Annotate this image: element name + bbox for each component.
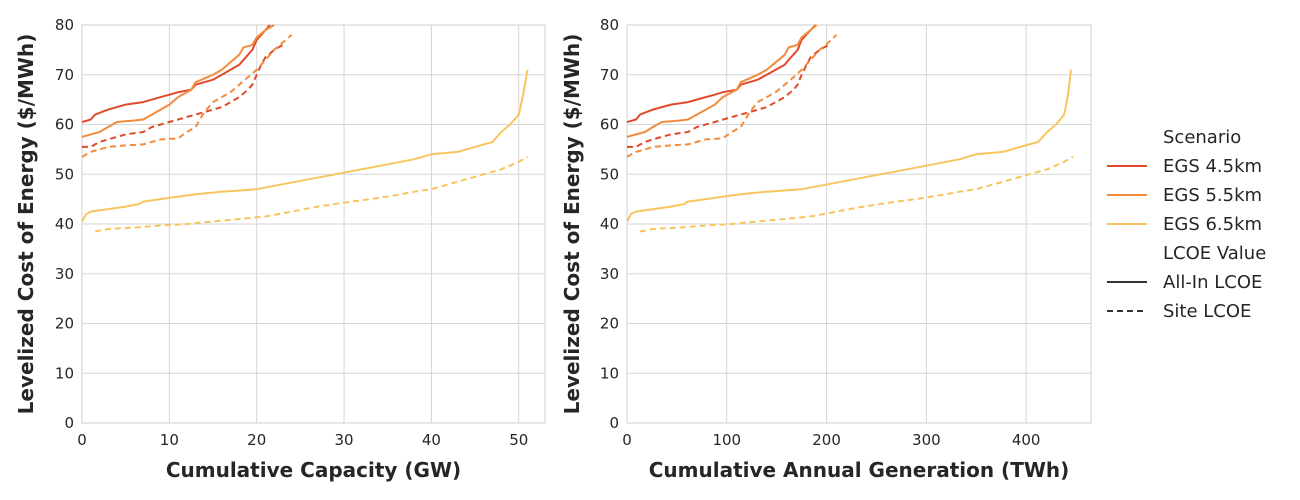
y-tick-label: 20 (55, 315, 74, 333)
x-tick-label: 0 (77, 431, 87, 449)
chart-panel-1: 0 10 20 30 40 50 60 70 80 0 10 20 30 40 50 Cumulative C… (14, 16, 546, 482)
series-line-egs-5-5km-all-in (82, 24, 275, 138)
legend: Scenario EGS 4.5km EGS 5.5km EGS 6.5km LCOE … (1107, 127, 1266, 322)
series-line-egs-4-5km-all-in (627, 24, 817, 123)
x-tick-label: 100 (712, 431, 741, 449)
series-line-egs-4-5km-all-in (82, 24, 271, 123)
x-tick-label: 300 (912, 431, 941, 449)
y-tick-label: 60 (600, 116, 619, 134)
y-tick-label: 0 (609, 414, 619, 432)
legend-entry: EGS 4.5km (1163, 156, 1262, 177)
series-line-egs-6-5km-all-in (627, 69, 1072, 222)
y-tick-label: 60 (55, 116, 74, 134)
y-tick-label: 40 (55, 215, 74, 233)
y-tick-label: 40 (600, 215, 619, 233)
y-axis-label: Levelized Cost of Energy ($/MWh) (560, 34, 584, 415)
y-tick-label: 30 (55, 265, 74, 283)
series-line-egs-4-5km-site (627, 44, 830, 148)
series-line-egs-5-5km-all-in (627, 24, 818, 138)
legend-entry: EGS 5.5km (1163, 185, 1262, 206)
y-tick-label: 70 (600, 66, 619, 84)
y-tick-label: 0 (64, 414, 74, 432)
series-line-egs-6-5km-site (94, 155, 528, 233)
y-tick-label: 30 (600, 265, 619, 283)
legend-entry: Site LCOE (1163, 301, 1251, 322)
legend-entry: All-In LCOE (1163, 272, 1262, 293)
x-axis-label: Cumulative Capacity (GW) (166, 458, 461, 482)
x-tick-label: 10 (160, 431, 179, 449)
series-line-egs-4-5km-site (82, 44, 284, 148)
x-tick-label: 400 (1012, 431, 1041, 449)
legend-subtitle: LCOE Value (1163, 243, 1266, 264)
y-tick-label: 50 (600, 165, 619, 183)
series-line-egs-6-5km-all-in (82, 69, 529, 223)
x-tick-label: 20 (247, 431, 266, 449)
plot-frame (626, 24, 1092, 424)
y-tick-label: 10 (55, 364, 74, 382)
x-tick-label: 40 (422, 431, 441, 449)
y-tick-label: 80 (600, 16, 619, 34)
legend-title: Scenario (1163, 127, 1241, 148)
series-line-egs-6-5km-site (639, 155, 1074, 233)
y-tick-label: 50 (55, 165, 74, 183)
legend-entry: EGS 6.5km (1163, 214, 1262, 235)
x-tick-label: 50 (509, 431, 528, 449)
x-axis-label: Cumulative Annual Generation (TWh) (649, 458, 1070, 482)
chart-panel-2: 0 10 20 30 40 50 60 70 80 0 100 200 300 400 Cumulative… (560, 16, 1092, 482)
y-tick-label: 20 (600, 315, 619, 333)
y-tick-label: 70 (55, 66, 74, 84)
series-line-egs-5-5km-site (627, 34, 838, 158)
x-tick-label: 200 (812, 431, 841, 449)
y-tick-label: 80 (55, 16, 74, 34)
x-tick-label: 30 (335, 431, 354, 449)
y-tick-label: 10 (600, 364, 619, 382)
y-axis-label: Levelized Cost of Energy ($/MWh) (14, 34, 38, 415)
plot-frame (81, 24, 546, 424)
x-tick-label: 0 (622, 431, 632, 449)
series-line-egs-5-5km-site (82, 34, 293, 158)
